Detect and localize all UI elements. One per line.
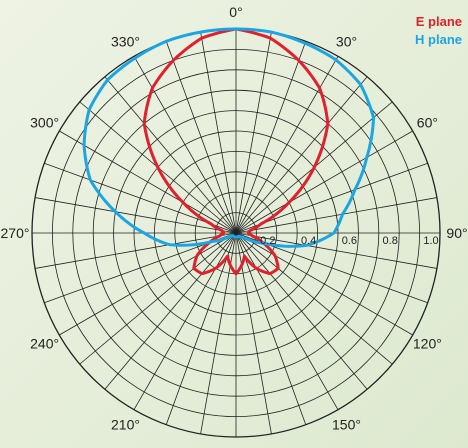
radial-tick-label: 1.0 (423, 235, 438, 247)
angle-tick-label: 240° (30, 336, 59, 352)
legend-h-plane: H plane (415, 32, 462, 47)
grid-spoke (235, 232, 413, 336)
grid-spoke (79, 232, 237, 365)
series-layer (82, 27, 376, 276)
grid-spoke (35, 232, 237, 269)
grid-spoke (59, 130, 237, 234)
grid-spoke (235, 56, 339, 234)
angle-tick-label: 120° (413, 336, 442, 352)
radial-tick-label: 0.8 (383, 235, 398, 247)
grid-spoke (104, 76, 237, 234)
grid-spoke (200, 32, 237, 234)
grid-spoke (235, 197, 437, 234)
angle-tick-label: 330° (111, 34, 140, 50)
series-e-plane-line (142, 27, 330, 276)
grid-spoke (235, 232, 307, 425)
angle-tick-label: 210° (111, 416, 140, 432)
radial-tick-label: 0.2 (260, 235, 275, 247)
angle-tick-label: 0° (229, 4, 242, 20)
angle-tick-label: 150° (332, 416, 361, 432)
angle-tick-label: 270° (1, 225, 30, 241)
radial-tick-label: 0.6 (342, 235, 357, 247)
angle-tick-label: 60° (417, 115, 438, 131)
grid-spoke (235, 232, 437, 269)
grid-spoke (59, 232, 237, 336)
grid-spoke (235, 32, 272, 234)
grid-spoke (235, 130, 413, 234)
grid-spoke (235, 232, 393, 365)
angle-tick-label: 30° (336, 34, 357, 50)
grid-spoke (235, 76, 368, 234)
angle-tick-label: 90° (446, 225, 467, 241)
grid-spoke (133, 56, 237, 234)
radial-tick-label: 0.4 (301, 235, 316, 247)
grid-spoke (133, 232, 237, 410)
grid-spoke (235, 41, 307, 234)
series-h-plane-line (82, 27, 376, 248)
grid-spoke (165, 41, 237, 234)
grid-spoke (35, 197, 237, 234)
grid-spoke (165, 232, 237, 425)
legend: E plane H plane (415, 14, 462, 47)
label-layer: 0° 30° 60° 90° 120° 150° 180 210° 240° 270° 300° 33… (1, 4, 468, 448)
angle-tick-label: 180 (224, 446, 248, 448)
grid-spoke (104, 232, 237, 390)
grid-spoke (235, 232, 339, 410)
grid-spoke (235, 232, 368, 390)
polar-grid (31, 28, 441, 438)
angle-tick-label: 300° (30, 115, 59, 131)
legend-e-plane: E plane (416, 14, 462, 29)
